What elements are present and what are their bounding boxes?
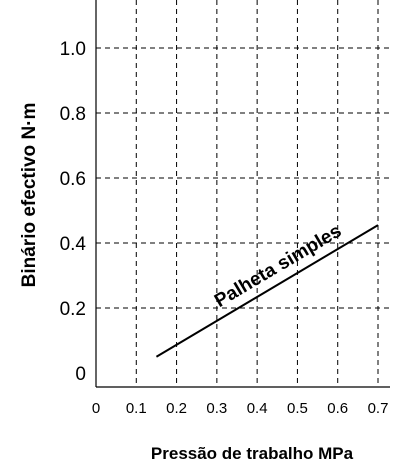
- x-axis-title: Pressão de trabalho MPa: [151, 444, 354, 463]
- y-tick-label: 0: [75, 364, 86, 385]
- y-tick-label: 0.6: [60, 169, 86, 190]
- x-tick-label: 0.1: [126, 400, 147, 417]
- y-tick-label: 1.0: [60, 39, 86, 60]
- y-axis-title: Binário efectivo N·m: [19, 103, 40, 288]
- x-tick-labels: 0 0.1 0.2 0.3 0.4 0.5 0.6 0.7: [92, 400, 389, 417]
- axes: [95, 0, 390, 388]
- y-tick-label: 0.2: [60, 299, 86, 320]
- x-tick-label: 0.5: [287, 400, 308, 417]
- x-tick-label: 0.7: [368, 400, 389, 417]
- x-tick-label: 0: [92, 400, 100, 417]
- x-tick-label: 0.6: [327, 400, 348, 417]
- x-tick-label: 0.4: [247, 400, 268, 417]
- series-line-0: [155, 224, 379, 358]
- grid: [96, 0, 390, 387]
- y-tick-label: 0.8: [60, 104, 86, 125]
- x-tick-label: 0.3: [206, 400, 227, 417]
- series-label: Palheta simples: [211, 221, 345, 312]
- series: [155, 224, 379, 358]
- y-tick-labels: 0 0.2 0.4 0.6 0.8 1.0: [60, 39, 87, 385]
- x-tick-label: 0.2: [166, 400, 187, 417]
- y-tick-label: 0.4: [60, 234, 87, 255]
